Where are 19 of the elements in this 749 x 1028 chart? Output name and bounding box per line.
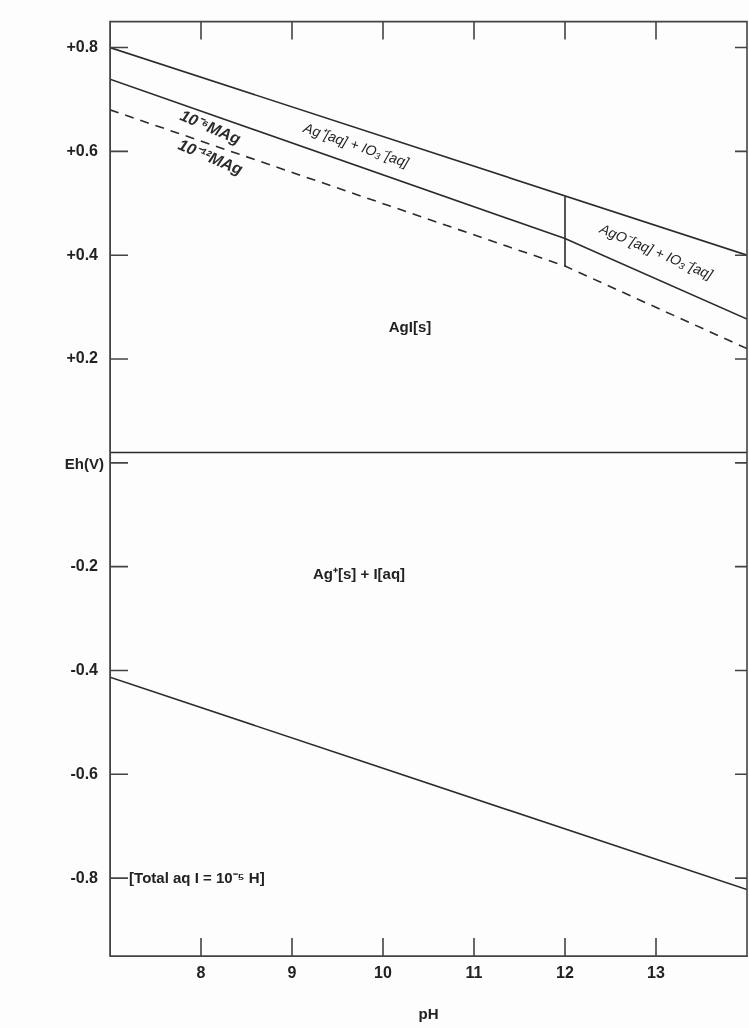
y-tick-label: +0.8 — [66, 37, 99, 55]
annotation: AgI[s] — [388, 318, 432, 336]
annotation: Ag⁺[s] + I[aq] — [313, 564, 406, 582]
y-tick-label: +0.2 — [66, 349, 99, 367]
x-tick-label: 12 — [556, 964, 574, 982]
y-axis-title: Eh(V) — [64, 454, 104, 472]
y-tick-label: +0.4 — [66, 245, 99, 263]
y-tick-label: -0.2 — [70, 557, 99, 575]
x-tick-label: 9 — [287, 964, 297, 982]
y-tick-label: -0.6 — [70, 764, 99, 782]
x-tick-label: 13 — [647, 964, 665, 982]
annotation: [Total aq I = 10⁻⁵ H] — [129, 868, 265, 886]
y-tick-label: -0.4 — [70, 660, 99, 678]
x-tick-label: 11 — [465, 964, 483, 982]
y-tick-label: -0.8 — [70, 868, 99, 886]
y-tick-label: +0.6 — [66, 141, 99, 159]
x-axis-title: pH — [418, 1005, 439, 1023]
x-tick-label: 8 — [196, 964, 206, 982]
x-tick-label: 10 — [374, 964, 392, 982]
